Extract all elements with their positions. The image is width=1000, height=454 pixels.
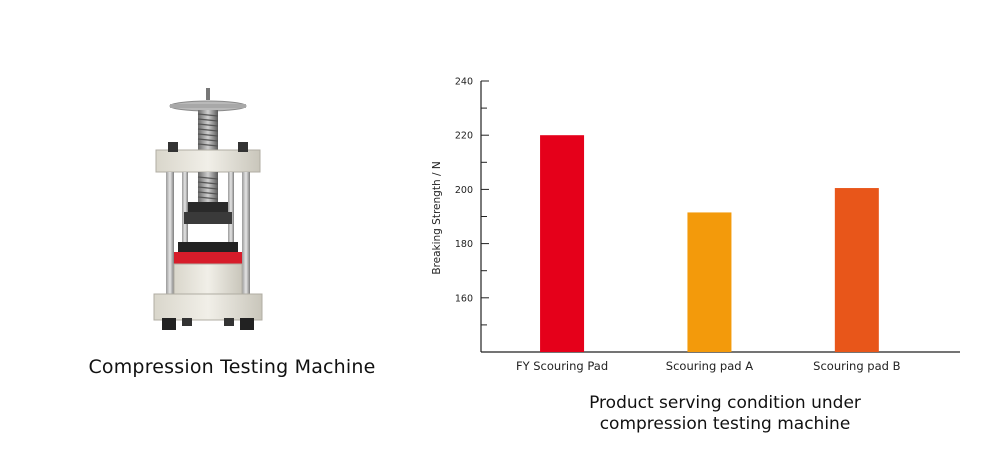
x-tick-label: Scouring pad B bbox=[813, 359, 900, 373]
machine-caption: Compression Testing Machine bbox=[88, 356, 376, 378]
bar-scouring-pad-a bbox=[687, 212, 732, 352]
y-tick-label: 220 bbox=[455, 131, 473, 142]
x-tick-label: Scouring pad A bbox=[666, 359, 753, 373]
y-axis-label: Breaking Strength / N bbox=[431, 161, 443, 274]
bars bbox=[540, 135, 879, 352]
y-tick-label: 180 bbox=[455, 239, 473, 250]
y-axis: 160 180 200 220 240 bbox=[455, 77, 489, 353]
y-tick-label: 160 bbox=[455, 293, 473, 304]
chart-caption-line-2: compression testing machine bbox=[599, 414, 851, 434]
machine-image bbox=[148, 84, 278, 336]
x-axis: FY Scouring Pad Scouring pad A Scouring pa… bbox=[481, 344, 960, 373]
bar-chart-svg: 160 180 200 220 240 FY Scouring Pad Scouring … bbox=[431, 77, 960, 373]
chart-caption: Product serving condition under compress… bbox=[540, 393, 910, 435]
bar-fy-scouring-pad bbox=[540, 135, 585, 352]
compression-machine-icon bbox=[153, 88, 263, 330]
bar-scouring-pad-b bbox=[834, 188, 879, 352]
x-tick-label: FY Scouring Pad bbox=[516, 359, 608, 373]
y-tick-label: 200 bbox=[455, 185, 473, 196]
chart-caption-line-1: Product serving condition under bbox=[589, 393, 861, 413]
y-tick-label: 240 bbox=[455, 77, 473, 88]
bar-chart: 160 180 200 220 240 FY Scouring Pad Scouring … bbox=[420, 70, 980, 380]
